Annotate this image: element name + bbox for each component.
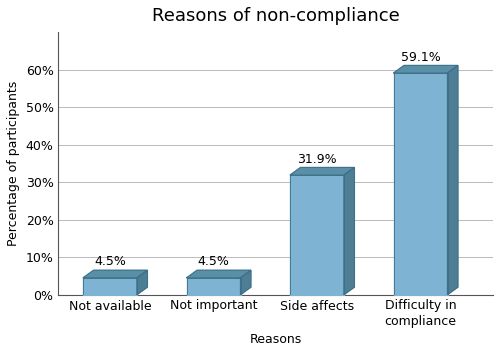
Text: 59.1%: 59.1%: [400, 50, 440, 64]
Text: 4.5%: 4.5%: [94, 255, 126, 268]
Polygon shape: [186, 270, 251, 278]
Polygon shape: [137, 270, 147, 295]
Text: 4.5%: 4.5%: [198, 255, 230, 268]
Polygon shape: [83, 270, 148, 278]
Title: Reasons of non-compliance: Reasons of non-compliance: [152, 7, 400, 25]
Text: 31.9%: 31.9%: [298, 152, 337, 166]
Polygon shape: [290, 167, 354, 175]
Polygon shape: [344, 167, 354, 295]
Polygon shape: [448, 65, 458, 295]
Polygon shape: [394, 65, 458, 73]
Polygon shape: [240, 270, 251, 295]
X-axis label: Reasons: Reasons: [250, 333, 302, 346]
Y-axis label: Percentage of participants: Percentage of participants: [7, 81, 20, 246]
